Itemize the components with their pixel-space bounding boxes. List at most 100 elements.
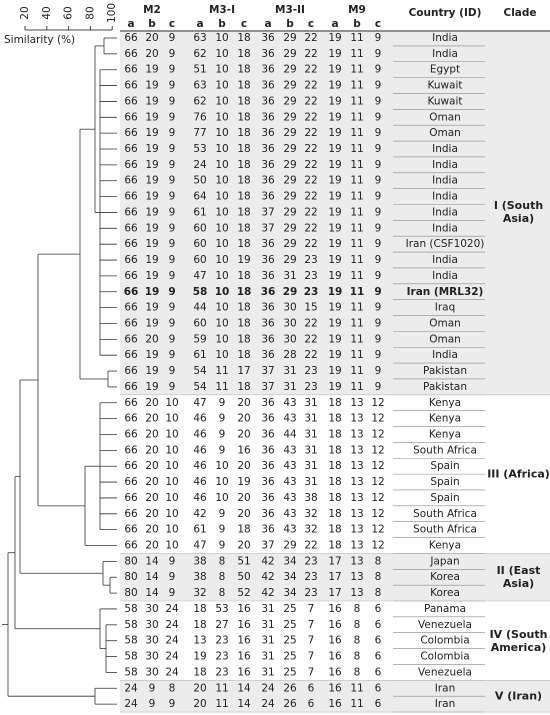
- cell-value: 31: [261, 651, 274, 663]
- country: India: [432, 143, 458, 155]
- cell-value: 66: [124, 206, 138, 218]
- cell-value: 9: [149, 682, 156, 694]
- cell-value: 20: [145, 444, 158, 456]
- cell-value: 17: [328, 571, 341, 583]
- cell-value: 30: [145, 666, 158, 678]
- cell-value: 20: [145, 508, 158, 520]
- cell-value: 10: [215, 270, 228, 282]
- cell-value: 30: [145, 651, 158, 663]
- country: Venezuela: [418, 619, 472, 631]
- cell-value: 10: [165, 429, 178, 441]
- clade-label: I (South Asia): [493, 199, 544, 226]
- cell-value: 43: [283, 508, 296, 520]
- cell-value: 29: [283, 159, 296, 171]
- country: India: [432, 254, 458, 266]
- cell-value: 9: [375, 254, 382, 266]
- cell-value: 9: [219, 444, 226, 456]
- cell-value: 18: [237, 317, 250, 329]
- cell-value: 18: [237, 175, 250, 187]
- cell-value: 19: [145, 159, 158, 171]
- cell-value: 10: [215, 32, 228, 44]
- cell-value: 29: [283, 127, 296, 139]
- cell-value: 10: [215, 191, 228, 203]
- cell-value: 20: [237, 397, 250, 409]
- cell-value: 10: [215, 159, 228, 171]
- cell-value: 66: [124, 349, 138, 361]
- cell-value: 31: [261, 603, 274, 615]
- cell-value: 20: [145, 460, 158, 472]
- cell-value: 11: [350, 127, 363, 139]
- cell-value: 9: [169, 175, 176, 187]
- cell-value: 19: [145, 365, 158, 377]
- cell-value: 18: [328, 492, 341, 504]
- cell-value: 30: [283, 317, 296, 329]
- cell-value: 9: [169, 80, 176, 92]
- cell-value: 8: [354, 619, 361, 631]
- cell-value: 14: [237, 698, 251, 710]
- cell-value: 66: [124, 476, 138, 488]
- cell-value: 16: [328, 651, 342, 663]
- cell-value: 19: [328, 48, 341, 60]
- cell-value: 31: [283, 365, 296, 377]
- subcolumn-header: a: [127, 18, 134, 30]
- cell-value: 50: [237, 571, 250, 583]
- cell-value: 16: [237, 651, 251, 663]
- cell-value: 25: [283, 635, 296, 647]
- cell-value: 18: [237, 127, 250, 139]
- cell-value: 16: [237, 603, 251, 615]
- cell-value: 29: [283, 95, 296, 107]
- axis-label: Similarity (%): [4, 34, 75, 46]
- cell-value: 13: [350, 397, 363, 409]
- clade-label: IV (South America): [489, 627, 548, 654]
- tick-label: 80: [84, 6, 96, 19]
- cell-value: 20: [145, 48, 158, 60]
- cell-value: 19: [145, 64, 158, 76]
- cell-value: 13: [350, 524, 363, 536]
- cell-value: 66: [124, 444, 138, 456]
- cell-value: 19: [328, 206, 341, 218]
- country: India: [432, 191, 458, 203]
- cell-value: 11: [350, 317, 363, 329]
- cell-value: 20: [145, 333, 158, 345]
- cell-value: 18: [237, 270, 250, 282]
- cell-value: 19: [328, 95, 341, 107]
- cell-value: 18: [328, 476, 341, 488]
- cell-value: 66: [124, 286, 139, 298]
- cell-value: 43: [283, 460, 296, 472]
- cell-value: 8: [375, 587, 382, 599]
- cell-value: 11: [215, 682, 228, 694]
- cell-value: 9: [169, 64, 176, 76]
- country: Colombia: [420, 635, 469, 647]
- cell-value: 19: [145, 302, 158, 314]
- cell-value: 31: [304, 397, 317, 409]
- cell-value: 18: [328, 460, 341, 472]
- cell-value: 58: [193, 286, 208, 298]
- cell-value: 11: [215, 698, 228, 710]
- cell-value: 11: [350, 32, 363, 44]
- cell-value: 6: [375, 698, 382, 710]
- cell-value: 38: [193, 555, 206, 567]
- cell-value: 11: [215, 381, 228, 393]
- cell-value: 18: [237, 302, 250, 314]
- country: Oman: [429, 111, 461, 123]
- cell-value: 11: [350, 191, 363, 203]
- cell-value: 19: [328, 270, 341, 282]
- cell-value: 6: [375, 666, 382, 678]
- cell-value: 9: [169, 381, 176, 393]
- cell-value: 23: [304, 571, 317, 583]
- cell-value: 11: [350, 270, 363, 282]
- cell-value: 31: [283, 381, 296, 393]
- cell-value: 66: [124, 95, 138, 107]
- cell-value: 7: [308, 666, 315, 678]
- cell-value: 36: [261, 238, 275, 250]
- cell-value: 19: [328, 64, 341, 76]
- country: Egypt: [430, 64, 460, 76]
- cell-value: 13: [350, 587, 363, 599]
- subcolumn-header: b: [148, 18, 156, 30]
- cell-value: 18: [237, 333, 250, 345]
- subcolumn-header: c: [241, 18, 247, 30]
- cell-value: 11: [350, 238, 363, 250]
- cell-value: 10: [165, 540, 178, 552]
- cell-value: 19: [145, 317, 158, 329]
- cell-value: 9: [169, 555, 176, 567]
